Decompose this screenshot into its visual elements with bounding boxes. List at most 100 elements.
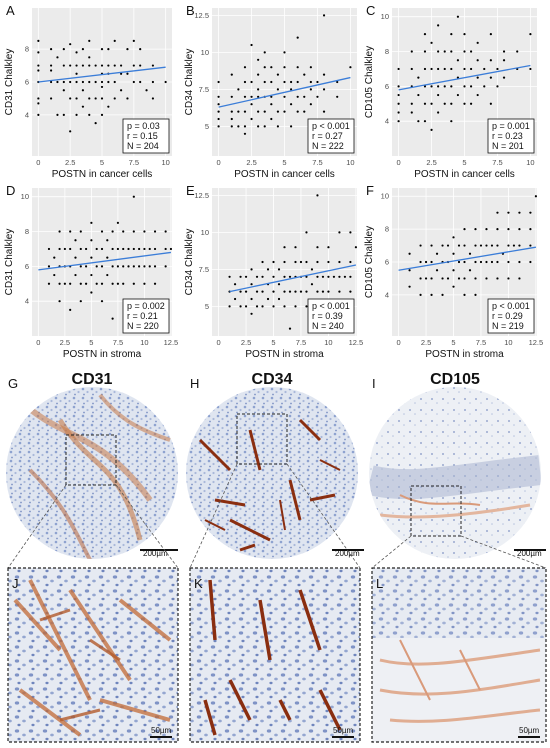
stats-box <box>122 118 170 154</box>
data-point <box>56 113 59 116</box>
data-point <box>512 244 516 247</box>
stats-line: p = 0.002 <box>127 301 165 311</box>
data-point <box>410 102 413 105</box>
data-point <box>327 275 330 278</box>
roi-box-i <box>410 485 462 537</box>
x-axis-label: POSTN in stroma <box>425 349 504 360</box>
data-point <box>69 230 72 233</box>
x-tick-label: 5 <box>451 338 455 347</box>
data-point <box>237 88 240 91</box>
data-point <box>452 269 455 272</box>
data-point <box>100 48 104 51</box>
data-point <box>270 117 273 121</box>
data-point <box>349 290 352 293</box>
stain-title-cd31: CD31 <box>72 371 113 388</box>
x-tick-label: 12.5 <box>164 338 179 347</box>
data-point <box>417 76 420 79</box>
y-tick-label: 8 <box>25 45 29 54</box>
data-point <box>430 41 433 44</box>
data-point <box>338 260 341 264</box>
data-point <box>288 327 292 330</box>
data-point <box>463 228 466 231</box>
data-point <box>113 80 116 84</box>
data-point <box>132 39 135 42</box>
data-point <box>309 80 312 84</box>
data-point <box>62 113 65 116</box>
data-point <box>148 247 151 251</box>
x-tick-label: 10 <box>161 158 169 167</box>
data-point <box>62 80 65 84</box>
data-point <box>63 247 66 251</box>
data-point <box>408 252 411 255</box>
data-point <box>90 221 93 224</box>
stats-line: N = 201 <box>492 141 524 151</box>
data-point <box>100 265 104 268</box>
data-point <box>257 110 260 113</box>
panel-letter-k: K <box>194 576 203 591</box>
data-point <box>296 80 299 84</box>
stats-line: N = 220 <box>127 321 159 331</box>
tissue-core-cd105: 200µm <box>369 387 546 559</box>
x-tick-label: 2.5 <box>421 338 431 347</box>
data-point <box>289 80 293 84</box>
scatter-panel-d: 0 2.5 5 7.5 10 12.5 4 6 8 10 POSTN in stroma CD31 C… <box>4 183 178 360</box>
data-point <box>126 48 129 51</box>
data-point <box>419 277 422 280</box>
y-tick-label: 6 <box>25 262 29 271</box>
data-point <box>116 247 120 251</box>
data-point <box>423 85 427 88</box>
data-point <box>243 95 247 98</box>
data-point <box>485 277 488 280</box>
data-point <box>463 277 466 280</box>
data-point <box>397 93 400 97</box>
data-point <box>132 282 135 285</box>
data-point <box>250 268 253 271</box>
data-point <box>457 277 461 280</box>
data-point <box>507 260 510 264</box>
data-point <box>75 97 78 100</box>
data-point <box>277 268 281 271</box>
data-point <box>502 50 506 53</box>
data-point <box>139 80 142 84</box>
data-point <box>322 14 326 17</box>
zoom-panel-k: 50µm <box>189 567 361 743</box>
y-tick-label: 8 <box>25 227 29 236</box>
data-point <box>303 110 306 113</box>
data-point <box>283 290 286 293</box>
stats-line: r = 0.23 <box>492 131 523 141</box>
data-point <box>277 297 281 301</box>
stats-line: N = 219 <box>492 321 524 331</box>
data-point <box>397 120 400 123</box>
panel-letter-b: B <box>186 3 195 18</box>
x-tick-label: 5 <box>271 338 275 347</box>
data-point <box>435 252 439 255</box>
data-point <box>474 293 477 296</box>
data-point <box>37 113 40 116</box>
data-point <box>47 265 51 268</box>
data-point <box>143 230 146 233</box>
data-point <box>294 290 297 293</box>
y-tick-label: 4 <box>25 110 29 119</box>
data-point <box>450 33 453 36</box>
data-point <box>518 228 521 231</box>
stats-line: p < 0.001 <box>312 121 350 131</box>
data-point <box>106 256 109 259</box>
data-point <box>283 80 286 84</box>
data-point <box>476 41 479 44</box>
data-point <box>489 76 492 79</box>
panel-letter-i: I <box>372 376 376 391</box>
y-axis-label: CD31 Chalkley <box>4 49 15 116</box>
data-point <box>430 102 433 105</box>
data-point <box>58 247 61 251</box>
y-tick-label: 10 <box>201 48 209 57</box>
stats-line: p = 0.03 <box>127 121 160 131</box>
data-point <box>261 305 264 308</box>
data-point <box>69 97 72 100</box>
zoom-scale-label-j: 50µm <box>151 726 172 735</box>
data-point <box>107 64 110 67</box>
data-point <box>534 195 538 198</box>
data-point <box>107 48 110 51</box>
data-point <box>529 211 532 214</box>
x-tick-label: 10 <box>324 338 332 347</box>
data-point <box>430 244 433 247</box>
